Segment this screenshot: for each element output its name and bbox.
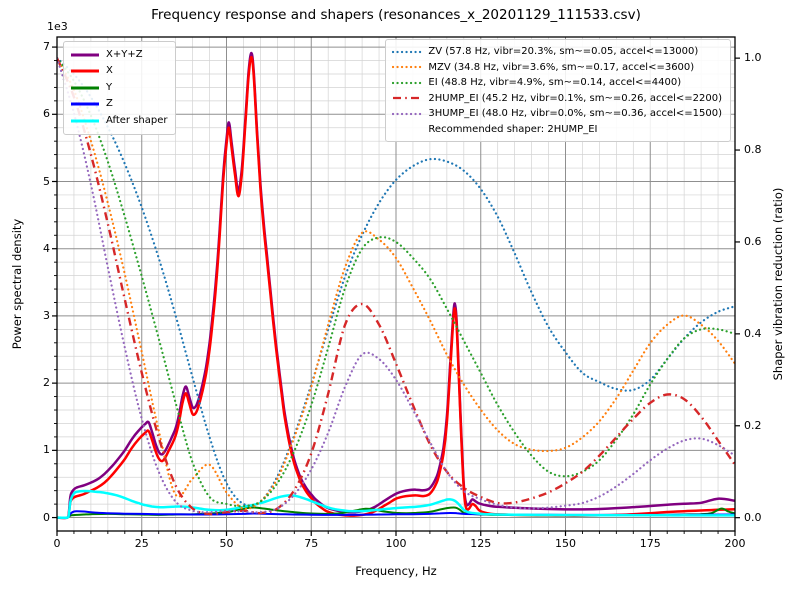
legend-item: ZV (57.8 Hz, vibr=20.3%, sm~=0.05, accel…	[392, 44, 722, 60]
legend-swatch	[393, 97, 422, 100]
x-axis-label: Frequency, Hz	[355, 564, 437, 578]
legend-swatch	[392, 50, 423, 53]
series-2hump-ei	[57, 57, 735, 516]
legend-label: X+Y+Z	[106, 48, 143, 60]
x-tick-label: 150	[555, 537, 576, 550]
legend-item: X	[70, 64, 167, 80]
y-right-tick-label: 0.8	[744, 143, 762, 157]
legend-label: 2HUMP_EI (45.2 Hz, vibr=0.1%, sm~=0.26, …	[428, 92, 722, 104]
legend-item: 2HUMP_EI (45.2 Hz, vibr=0.1%, sm~=0.26, …	[392, 91, 722, 107]
recommended-shaper-row: Recommended shaper: 2HUMP_EI	[392, 122, 722, 138]
x-tick-label: 25	[134, 537, 149, 550]
y-left-tick-label: 4	[43, 241, 50, 255]
y-right-tick-label: 0.4	[744, 326, 762, 340]
psd-legend-items: X+Y+Z X Y Z After shaper	[70, 47, 167, 129]
y-left-tick-label: 6	[43, 107, 50, 121]
x-tick-label: 50	[219, 537, 234, 550]
y-left-tick-label: 3	[43, 308, 50, 322]
legend-swatch	[71, 86, 99, 90]
x-tick-label: 200	[724, 537, 746, 550]
psd-legend: X+Y+Z X Y Z After shaper	[63, 41, 177, 135]
legend-label: After shaper	[106, 114, 168, 126]
legend-swatch	[71, 119, 99, 123]
legend-item: X+Y+Z	[70, 47, 167, 63]
series-3hump-ei	[57, 57, 735, 514]
legend-label: MZV (34.8 Hz, vibr=3.6%, sm~=0.17, accel…	[428, 61, 695, 73]
y-left-tick-label: 0	[43, 510, 50, 524]
x-tick-label: 175	[639, 537, 661, 550]
legend-item: EI (48.8 Hz, vibr=4.9%, sm~=0.14, accel<…	[392, 75, 722, 91]
legend-label: X	[106, 65, 113, 76]
x-tick-label: 125	[470, 537, 492, 550]
legend-item: After shaper	[70, 113, 167, 129]
shaper-legend: ZV (57.8 Hz, vibr=20.3%, sm~=0.05, accel…	[385, 39, 731, 142]
y-right-tick-label: 0.0	[744, 510, 762, 524]
legend-swatch	[71, 53, 99, 57]
series-ei	[57, 57, 735, 508]
y-left-tick-label: 7	[43, 40, 50, 54]
x-tick-label: 75	[304, 537, 319, 550]
recommended-shaper-text: Recommended shaper: 2HUMP_EI	[428, 123, 598, 135]
shaper-legend-items: ZV (57.8 Hz, vibr=20.3%, sm~=0.05, accel…	[392, 44, 722, 122]
y-axis-right-label: Shaper vibration reduction (ratio)	[771, 187, 785, 381]
legend-item: Y	[70, 80, 167, 96]
legend-swatch	[71, 102, 99, 106]
y-right-tick-label: 1.0	[744, 51, 762, 65]
legend-item: 3HUMP_EI (48.0 Hz, vibr=0.0%, sm~=0.36, …	[392, 106, 722, 122]
x-tick-label: 100	[385, 537, 407, 550]
legend-swatch	[392, 81, 423, 84]
y-axis-offset-text: 1e3	[47, 20, 68, 33]
legend-item: MZV (34.8 Hz, vibr=3.6%, sm~=0.17, accel…	[392, 60, 722, 76]
legend-swatch-spacer	[392, 123, 422, 135]
legend-label: Z	[106, 98, 113, 109]
y-left-tick-label: 1	[43, 443, 50, 457]
legend-label: 3HUMP_EI (48.0 Hz, vibr=0.0%, sm~=0.36, …	[428, 108, 722, 119]
legend-label: Y	[106, 81, 113, 93]
legend-swatch	[392, 66, 423, 69]
y-right-tick-label: 0.2	[744, 418, 762, 432]
y-left-tick-label: 5	[43, 174, 50, 188]
y-left-tick-label: 2	[43, 376, 50, 390]
x-tick-label: 0	[53, 537, 61, 550]
series-after-shaper	[57, 489, 735, 520]
y-right-tick-label: 0.6	[744, 234, 762, 248]
legend-swatch	[392, 112, 423, 115]
legend-label: ZV (57.8 Hz, vibr=20.3%, sm~=0.05, accel…	[428, 46, 699, 57]
legend-item: Z	[70, 97, 167, 113]
legend-label: EI (48.8 Hz, vibr=4.9%, sm~=0.14, accel<…	[428, 77, 682, 88]
legend-swatch	[71, 69, 99, 73]
chart-title: Frequency response and shapers (resonanc…	[151, 7, 641, 23]
y-axis-left-label: Power spectral density	[10, 218, 24, 350]
